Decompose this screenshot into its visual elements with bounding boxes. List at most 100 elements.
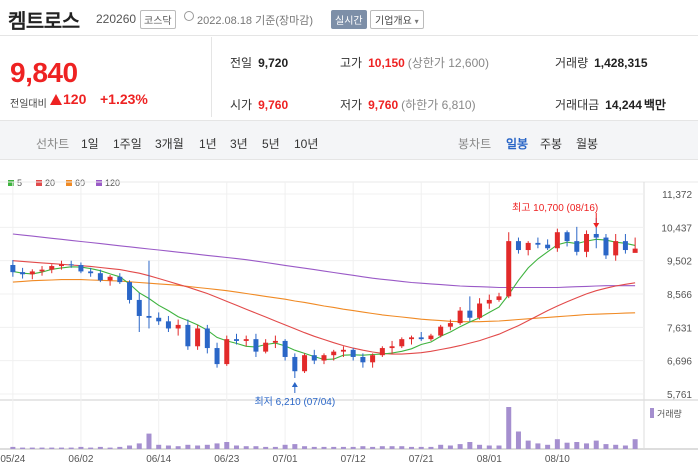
quote-high-label: 고가 (340, 56, 363, 70)
quote-high: 고가 10,150 (상한가 12,600) (340, 54, 489, 71)
candle-body (515, 241, 521, 251)
quote-volume-value: 1,428,315 (594, 56, 648, 70)
candle-body (107, 276, 113, 281)
volume-legend-swatch (650, 408, 654, 418)
price-panel: 9,840 전일대비 120 +1.23% (0, 37, 212, 117)
volume-bar (447, 445, 453, 449)
candle-body (195, 328, 201, 347)
quote-prev-label: 전일 (230, 56, 253, 70)
realtime-button[interactable]: 실시간 (331, 10, 367, 29)
volume-bar (97, 446, 103, 449)
candle-body (477, 303, 483, 318)
volume-bar (39, 447, 45, 449)
y-tick-label: 6,696 (667, 357, 692, 368)
candle-body (88, 271, 94, 274)
candle-body (263, 342, 269, 352)
candle-body (156, 317, 162, 322)
candle-body (584, 233, 590, 252)
candle-body (214, 348, 220, 365)
candle-body (496, 296, 502, 300)
x-tick-label: 05/24 (0, 454, 25, 465)
quote-open-label: 시가 (230, 98, 253, 112)
stock-header: 켐트로스 220260 코스닥 2022.08.18 기준(장마감) 실시간 기… (0, 0, 698, 36)
market-badge: 코스닥 (140, 10, 176, 29)
volume-bar (49, 447, 55, 449)
volume-bar (311, 446, 317, 449)
volume-bar (340, 446, 346, 449)
quote-upper-limit: (상한가 12,600) (407, 56, 489, 70)
candle-body (525, 242, 531, 251)
volume-bar (613, 444, 619, 449)
legend-ma5-label: 5 (17, 178, 23, 188)
y-tick-label: 7,631 (667, 323, 692, 334)
volume-bar (253, 446, 259, 449)
candle-body (165, 321, 171, 329)
candle-body (117, 276, 123, 283)
volume-bar (10, 446, 16, 449)
ma20-line (12, 260, 636, 355)
volume-bar (506, 407, 512, 449)
candle-body (545, 244, 551, 249)
stock-name: 켐트로스 (8, 11, 80, 33)
legend-swatch (8, 180, 14, 186)
tab-daily[interactable]: 일봉 (506, 137, 529, 151)
candle-body (292, 356, 298, 372)
legend-ma20: 20 (36, 178, 55, 188)
y-tick-label: 9,502 (667, 257, 692, 268)
tab-10y[interactable]: 10년 (294, 137, 319, 151)
tab-1d[interactable]: 1일 (81, 137, 99, 151)
volume-bar (545, 444, 551, 449)
up-triangle-icon (50, 94, 62, 105)
volume-bar (331, 446, 337, 449)
candle-body (457, 310, 463, 324)
candle-body (302, 355, 308, 372)
candle-body (331, 351, 337, 356)
volume-bar (156, 444, 162, 449)
volume-bar (467, 442, 473, 449)
legend-ma60-label: 60 (75, 178, 86, 188)
volume-bar (127, 445, 133, 449)
volume-bar (428, 446, 434, 449)
volume-legend-label: 거래량 (657, 408, 682, 419)
volume-bar (185, 444, 191, 449)
volume-bar (29, 447, 35, 449)
chevron-down-icon: ▾ (414, 17, 419, 26)
tab-5y[interactable]: 5년 (262, 137, 280, 151)
volume-bar (204, 444, 210, 449)
tab-1y[interactable]: 1년 (199, 137, 217, 151)
company-info-dropdown[interactable]: 기업개요 ▾ (370, 10, 424, 29)
volume-bar (496, 445, 502, 449)
volume-bar (622, 445, 628, 449)
volume-bar (360, 446, 366, 449)
volume-bar (136, 443, 142, 449)
quote-volume-label: 거래량 (555, 56, 589, 70)
change-amount: 120 (63, 91, 87, 107)
tab-monthly[interactable]: 월봉 (576, 137, 599, 151)
volume-bar (195, 445, 201, 449)
quote-low-label: 저가 (340, 98, 363, 112)
volume-bar (321, 446, 327, 449)
volume-bar (233, 445, 239, 449)
volume-bar (389, 446, 395, 449)
quote-amount-value: 14,244 (605, 98, 642, 112)
tab-3m[interactable]: 3개월 (155, 137, 184, 151)
tab-1w[interactable]: 1주일 (113, 137, 142, 151)
x-tick-label: 07/21 (409, 454, 434, 465)
volume-bar (88, 447, 94, 449)
tab-3y[interactable]: 3년 (230, 137, 248, 151)
candle-body (632, 248, 638, 253)
candle-body (486, 299, 492, 304)
volume-bar (58, 447, 64, 449)
change-label: 전일대비 (10, 99, 47, 110)
volume-bar (593, 440, 599, 449)
candle-body (97, 273, 103, 281)
candle-body (350, 349, 356, 357)
low-arrow-icon (291, 381, 298, 387)
volume-bar (603, 444, 609, 449)
candle-body (20, 272, 26, 275)
candle-body (127, 282, 133, 300)
candle-body (243, 339, 249, 341)
y-tick-label: 10,437 (661, 223, 692, 234)
volume-bar (418, 446, 424, 449)
tab-weekly[interactable]: 주봉 (540, 137, 563, 151)
